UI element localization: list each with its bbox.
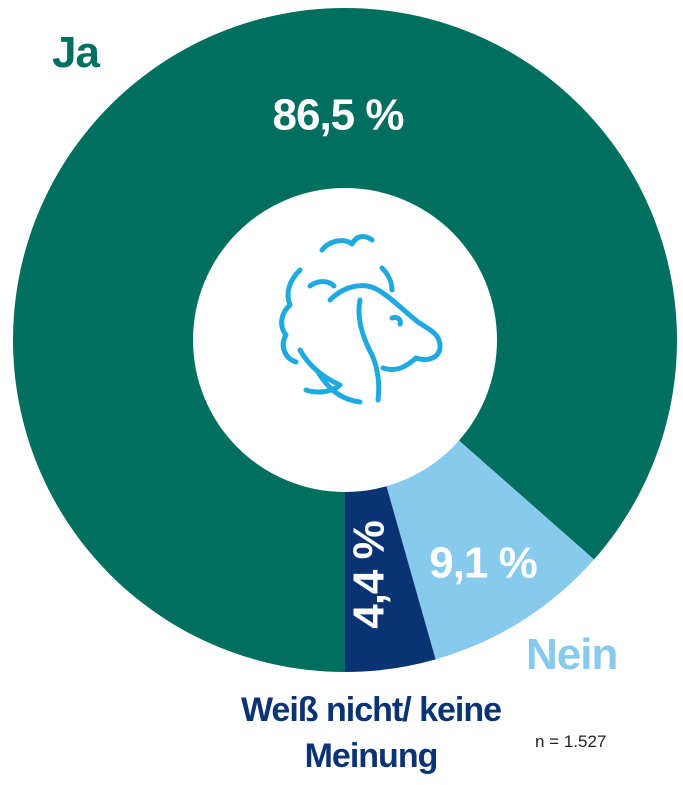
value-label: 9,1 %	[429, 539, 537, 588]
value-label: 4,4 %	[345, 521, 394, 629]
donut-hole	[193, 188, 497, 492]
category-label: Nein	[526, 630, 618, 679]
value-labels: 86,5 % 9,1 % 4,4 %	[273, 91, 538, 629]
value-label: 86,5 %	[273, 91, 404, 140]
category-label: Ja	[52, 28, 100, 77]
annotation: n = 1.527	[535, 732, 607, 751]
lion-icon	[279, 234, 443, 405]
category-label: Weiß nicht/ keine Meinung	[240, 691, 502, 775]
